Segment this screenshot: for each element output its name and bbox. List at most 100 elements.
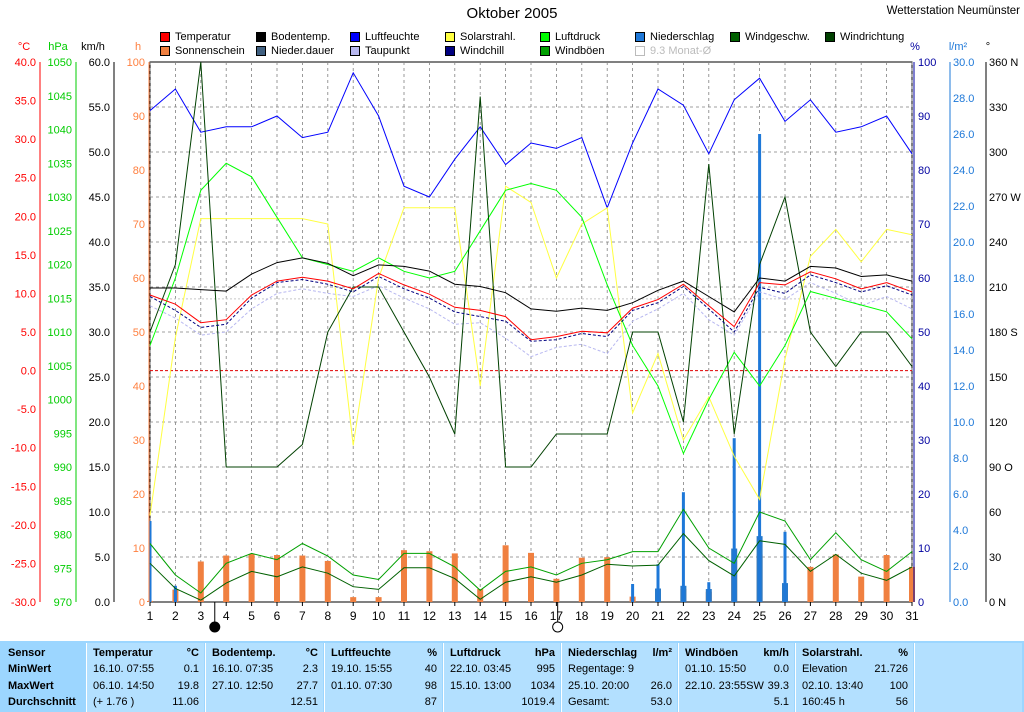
stats-value: 19.8 <box>177 679 199 692</box>
stats-label: 22.10. 23:55SW <box>685 679 764 692</box>
stats-row: 06.10. 14:50 19.8 <box>93 680 199 696</box>
x-tick-label: 25 <box>753 609 767 623</box>
stats-row: 22.10. 03:45 995 <box>450 663 555 679</box>
series-line-solarstrahl <box>149 185 913 516</box>
x-tick-label: 20 <box>626 609 640 623</box>
x-tick-label: 29 <box>855 609 869 623</box>
x-tick-label: 13 <box>448 609 462 623</box>
series-line-taupunkt <box>149 282 913 358</box>
y-tick-wind_speed: 50.0 <box>89 147 110 159</box>
y-tick-temperature: 5.0 <box>21 327 36 339</box>
legend-swatch <box>160 32 170 42</box>
full-moon-icon <box>552 621 564 633</box>
legend-swatch <box>256 46 266 56</box>
chart-title: Oktober 2005 <box>466 5 558 22</box>
stats-label: Elevation <box>802 663 848 676</box>
y-tick-precipitation: 22.0 <box>953 201 974 213</box>
stats-label: 16.10. 07:35 <box>212 663 274 676</box>
bar-sonnenschein <box>324 560 331 602</box>
stats-row: 12.51 <box>212 696 318 712</box>
bar-sonnenschein <box>604 557 611 602</box>
stats-value: 12.51 <box>290 695 318 708</box>
y-tick-hours: 20 <box>133 489 145 501</box>
y-tick-wind_direction: 180 S <box>989 327 1018 339</box>
stats-panel-title: Solarstrahl.% <box>802 647 908 663</box>
bar-sonnenschein <box>375 597 382 602</box>
stats-value: 100 <box>889 679 908 692</box>
legend-swatch <box>635 46 645 56</box>
y-tick-pressure: 1015 <box>48 293 72 305</box>
stats-value: % <box>898 647 908 659</box>
y-tick-wind_direction: 90 O <box>989 462 1013 474</box>
stats-row: 01.10. 07:30 98 <box>331 680 437 696</box>
y-tick-humidity: 50 <box>918 327 930 339</box>
series-line-windrichtung <box>149 61 913 468</box>
stats-value: 995 <box>536 663 555 676</box>
y-tick-temperature: 40.0 <box>15 57 36 69</box>
bar-niederschlag <box>758 134 762 602</box>
x-tick-label: 11 <box>398 609 411 623</box>
stats-value: 40 <box>424 663 437 676</box>
y-tick-pressure: 1035 <box>48 158 72 170</box>
y-tick-wind_direction: 360 N <box>989 57 1018 69</box>
x-tick-label: 18 <box>575 609 589 623</box>
stats-value: 0.1 <box>183 663 199 676</box>
bar-sonnenschein <box>578 557 585 602</box>
y-tick-wind_direction: 60 <box>989 507 1001 519</box>
y-tick-temperature: 0.0 <box>21 366 36 378</box>
stats-panel-title: Niederschlag l/m² <box>568 647 672 663</box>
series-line-windchill <box>149 274 913 342</box>
axis-unit-hours: h <box>135 41 141 53</box>
x-tick-label: 16 <box>524 609 538 623</box>
y-tick-humidity: 40 <box>918 381 930 393</box>
new-moon-icon <box>209 621 221 633</box>
y-tick-wind_direction: 240 <box>989 237 1007 249</box>
y-tick-pressure: 1005 <box>48 361 72 373</box>
y-tick-precipitation: 6.0 <box>953 489 968 501</box>
y-tick-wind_direction: 120 <box>989 417 1007 429</box>
stats-table: Sensor MinWert MaxWert Durchschnitt Temp… <box>0 641 1024 712</box>
stats-label: 27.10. 12:50 <box>212 679 274 692</box>
legend-swatch <box>635 32 645 42</box>
y-tick-temperature: -10.0 <box>11 443 36 455</box>
stats-panel-title: Windböen km/h <box>685 647 789 663</box>
x-tick-label: 10 <box>372 609 386 623</box>
x-tick-label: 4 <box>223 609 230 623</box>
x-tick-label: 19 <box>601 609 615 623</box>
y-tick-pressure: 1020 <box>48 260 72 272</box>
stats-row: (+ 1.76 ) 11.06 <box>93 696 199 712</box>
axis-unit-pressure: hPa <box>48 41 68 53</box>
stats-row: 25.10. 20:00 26.0 <box>568 680 672 696</box>
bar-niederschlag <box>783 531 787 602</box>
legend-swatch <box>445 32 455 42</box>
stats-row: 22.10. 23:55SW 39.3 <box>685 680 789 696</box>
y-tick-wind_speed: 10.0 <box>89 507 110 519</box>
stats-panel-6: Solarstrahl.% Elevation 21.726 02.10. 13:40… <box>795 643 913 712</box>
y-tick-humidity: 20 <box>918 489 930 501</box>
y-tick-temperature: 30.0 <box>15 134 36 146</box>
stats-value: 2.3 <box>302 663 318 676</box>
y-tick-pressure: 985 <box>54 496 72 508</box>
y-tick-hours: 30 <box>133 435 145 447</box>
stats-label: 01.10. 15:50 <box>685 663 747 676</box>
stats-label: Temperatur <box>93 647 153 659</box>
maxwert-label: MaxWert <box>8 679 54 692</box>
legend-swatch <box>350 32 360 42</box>
bar-sonnenschein <box>197 561 204 602</box>
x-tick-label: 27 <box>804 609 818 623</box>
durchschnitt-label: Durchschnitt <box>8 695 76 708</box>
y-tick-pressure: 990 <box>54 462 72 474</box>
y-tick-wind_direction: 210 <box>989 282 1007 294</box>
y-tick-wind_speed: 5.0 <box>95 552 110 564</box>
bar-sonnenschein <box>883 555 890 602</box>
y-tick-pressure: 1040 <box>48 125 72 137</box>
stats-value: 56 <box>895 695 908 708</box>
stats-row: Elevation 21.726 <box>802 663 908 679</box>
stats-row: 16.10. 07:55 0.1 <box>93 663 199 679</box>
y-tick-wind_speed: 35.0 <box>89 282 110 294</box>
x-tick-label: 31 <box>905 609 919 623</box>
legend-swatch <box>445 46 455 56</box>
x-tick-label: 22 <box>677 609 691 623</box>
sensor-header: Sensor <box>8 647 46 659</box>
stats-value: km/h <box>763 647 789 659</box>
